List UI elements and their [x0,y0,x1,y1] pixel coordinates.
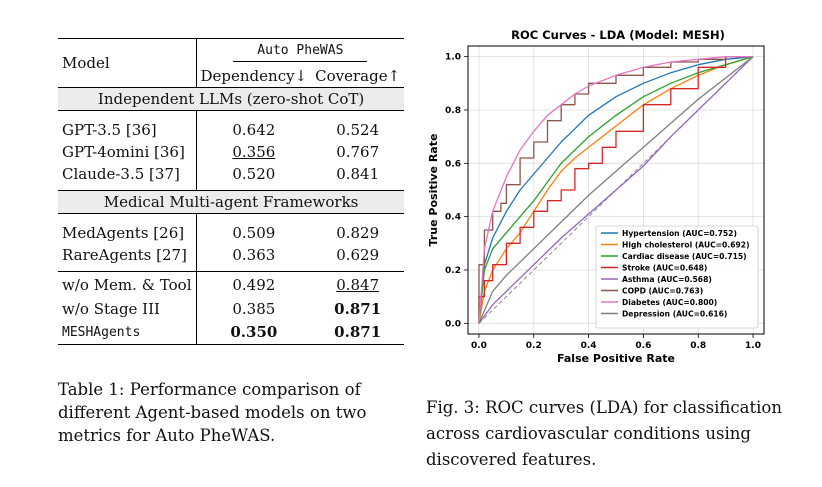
row-dependency: 0.350 [196,320,312,345]
table-row: w/o Mem. & Tool 0.492 0.847 [58,271,405,298]
y-tick-label: 0.8 [445,106,461,116]
section-title: Independent LLMs (zero-shot CoT) [58,87,405,111]
row-model: Claude-3.5 [37] [58,162,197,185]
row-model: MedAgents [26] [58,221,197,244]
row-dependency: 0.356 [232,142,276,161]
legend-entry: Depression (AUC=0.616) [622,310,727,319]
chart-title: ROC Curves - LDA (Model: MESH) [511,28,725,42]
results-table: Model Auto PheWAS Dependency↓ Coverage↑ … [58,38,405,345]
table-row: GPT-4omini [36] 0.356 0.767 [58,140,404,163]
row-dependency: 0.492 [196,271,312,298]
legend-entry: COPD (AUC=0.763) [622,287,703,296]
plot-frame [467,45,765,335]
row-model: GPT-4omini [36] [58,140,197,163]
x-tick-label: 0.4 [581,341,597,351]
row-coverage: 0.829 [336,223,380,242]
table-header-row: Model Auto PheWAS [58,38,405,88]
table-row: w/o Stage III 0.385 0.871 [58,298,404,320]
roc-curves [478,56,754,324]
row-model: w/o Stage III [58,298,197,320]
row-coverage: 0.847 [336,276,380,294]
row-dependency: 0.385 [232,300,276,318]
row-model: MESHAgents [58,320,197,345]
legend-box [595,225,759,329]
table-row: MedAgents [26] 0.509 0.829 [58,221,404,244]
results-table-container: Model Auto PheWAS Dependency↓ Coverage↑ … [58,38,405,345]
row-model: w/o Mem. & Tool [58,271,197,298]
row-coverage: 0.871 [334,300,382,318]
legend-entry: Cardiac disease (AUC=0.715) [622,252,747,261]
x-tick-label: 0.6 [635,341,651,351]
roc-curve-1 [478,56,754,324]
section-row-independent: Independent LLMs (zero-shot CoT) [58,87,405,111]
row-coverage: 0.629 [336,245,380,264]
roc-curve-3 [478,56,753,324]
row-dependency: 0.520 [232,164,276,183]
section-title: Medical Multi-agent Frameworks [58,190,405,214]
y-tick-label: 0.2 [445,266,461,276]
axis-ticks: 0.0 0.2 0.4 0.6 0.8 1.0 0.0 0.2 0.4 0.6 0.8 1.0 [445,53,761,351]
section-row-multiagent: Medical Multi-agent Frameworks [58,190,405,214]
row-coverage: 0.767 [336,142,380,161]
y-tick-label: 0.4 [445,213,461,223]
y-tick-label: 0.0 [445,319,461,329]
x-tick-label: 0.8 [690,341,706,351]
legend-entry: Diabetes (AUC=0.800) [622,298,717,307]
table-caption: Table 1: Performance comparison of diffe… [58,380,367,445]
roc-curve-4 [478,56,754,324]
legend-entry: Stroke (AUC=0.648) [622,264,707,273]
header-group: Auto PheWAS [233,43,368,62]
table-row: Claude-3.5 [37] 0.520 0.841 [58,162,404,185]
roc-curve-0 [478,56,754,324]
row-dependency: 0.363 [232,245,276,264]
table-row: GPT-3.5 [36] 0.642 0.524 [58,118,404,141]
roc-chart: ROC Curves - LDA (Model: MESH) 0.0 0.2 0.4… [427,28,765,365]
x-tick-label: 1.0 [745,341,761,351]
y-tick-label: 0.6 [445,159,461,169]
figure-caption: Fig. 3: ROC curves (LDA) for classificat… [426,398,782,469]
x-tick-label: 0.2 [526,341,542,351]
header-model: Model [58,38,197,88]
x-tick-label: 0.0 [471,341,487,351]
roc-curve-7 [478,56,754,324]
row-model: GPT-3.5 [36] [58,118,197,141]
row-model: RareAgents [27] [58,243,197,266]
roc-curve-6 [478,56,753,324]
table-row: RareAgents [27] 0.363 0.629 [58,243,404,266]
row-dependency: 0.509 [232,223,276,242]
row-coverage: 0.871 [311,320,405,345]
legend-entry: Hypertension (AUC=0.752) [622,229,737,238]
table-row: MESHAgents 0.350 0.871 [58,320,405,345]
roc-curve-2 [478,56,754,324]
y-axis-label: True Positive Rate [427,134,440,247]
roc-curve-5 [478,56,753,324]
x-axis-label: False Positive Rate [557,352,675,365]
row-coverage: 0.841 [336,164,380,183]
legend-entry: Asthma (AUC=0.568) [622,275,712,284]
legend-entry: High cholesterol (AUC=0.692) [622,241,750,250]
table-subheader-row: Dependency↓ Coverage↑ [58,65,404,88]
row-dependency: 0.642 [232,120,276,139]
header-coverage: Coverage↑ [315,67,401,85]
chart-legend: Hypertension (AUC=0.752) High cholesterol… [595,225,759,329]
y-tick-label: 1.0 [445,53,461,63]
row-coverage: 0.524 [336,120,380,139]
header-dependency: Dependency↓ [200,67,308,85]
